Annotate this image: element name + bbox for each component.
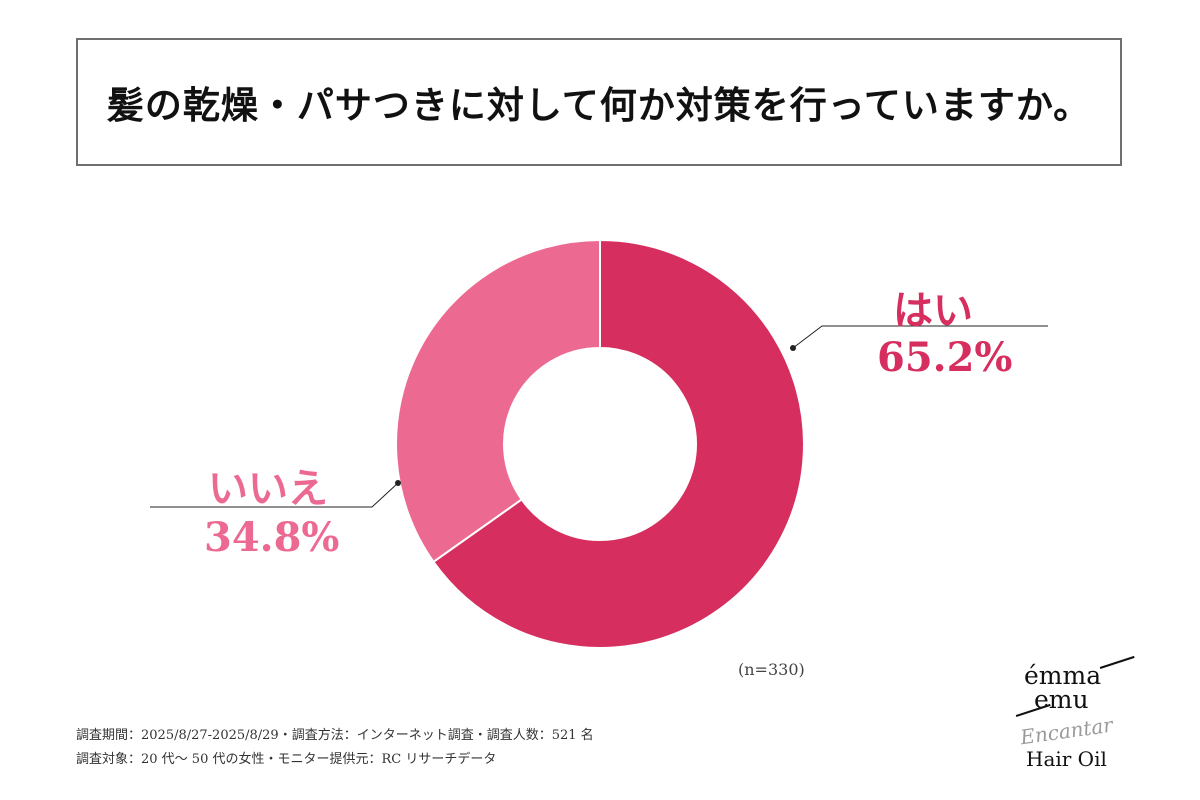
- title-box: 髪の乾燥・パサつきに対して何か対策を行っていますか。: [76, 38, 1122, 166]
- label-yes-pct: 65.2%: [877, 334, 1013, 381]
- label-no-pct: 34.8%: [204, 514, 340, 561]
- label-yes-name: はい: [893, 287, 973, 334]
- footnote-survey-target: 調査対象：20 代～ 50 代の女性・モニター提供元：RC リサーチデータ: [76, 752, 497, 767]
- logo-script-encantar: Encantar: [1018, 712, 1115, 750]
- logo-product-name: Hair Oil: [1026, 747, 1107, 771]
- footnote-survey-period: 調査期間：2025/8/27-2025/8/29・調査方法：インターネット調査・…: [76, 728, 594, 743]
- label-no-name: いいえ: [208, 465, 328, 512]
- leader-dot-no: [395, 480, 401, 486]
- slice-yes: [432, 238, 805, 649]
- leader-line-yes: [792, 325, 1048, 349]
- leader-dot-yes: [790, 345, 796, 351]
- chart-title: 髪の乾燥・パサつきに対して何か対策を行っていますか。: [106, 83, 1092, 127]
- leader-line-no: [150, 482, 399, 508]
- logo-stroke: [1099, 655, 1135, 669]
- logo-text-emma: émma: [1024, 661, 1102, 690]
- brand-logo: émma emu Encantar Hair Oil: [1010, 655, 1140, 775]
- logo-text-emu: emu: [1034, 685, 1089, 714]
- slice-no: [395, 238, 601, 564]
- sample-size: (n=330): [738, 660, 805, 679]
